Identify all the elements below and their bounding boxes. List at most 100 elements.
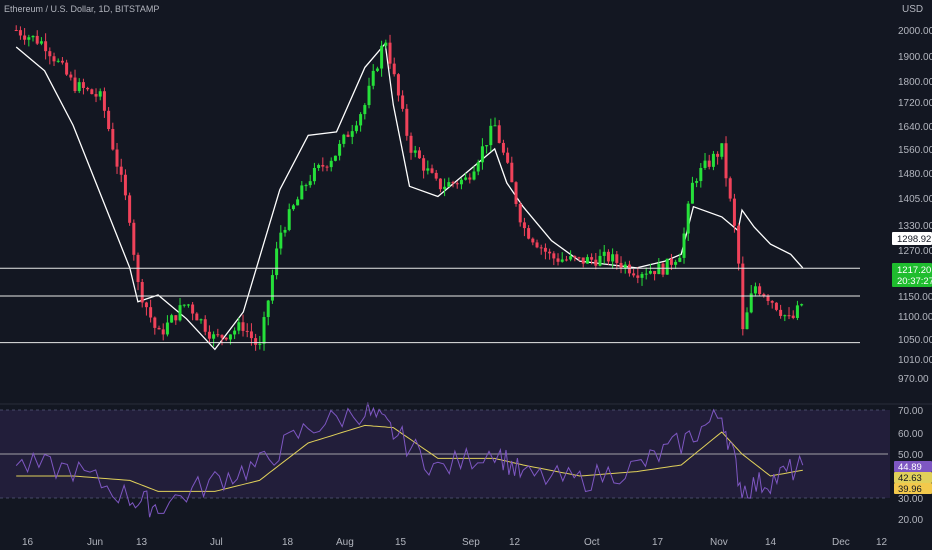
candle[interactable] (405, 104, 409, 141)
candle[interactable] (35, 30, 39, 45)
candle[interactable] (556, 253, 560, 266)
candle[interactable] (199, 318, 203, 324)
candle[interactable] (317, 163, 321, 171)
candle[interactable] (762, 292, 766, 298)
candle[interactable] (564, 255, 568, 262)
candle[interactable] (350, 124, 354, 145)
candle[interactable] (333, 155, 337, 162)
candle[interactable] (548, 248, 552, 260)
candle[interactable] (602, 245, 606, 264)
candle[interactable] (678, 253, 682, 263)
candle[interactable] (220, 334, 224, 346)
candle[interactable] (506, 147, 510, 164)
candle[interactable] (123, 169, 127, 201)
candle[interactable] (682, 227, 686, 264)
candle[interactable] (94, 88, 98, 103)
candle[interactable] (212, 331, 216, 347)
candle[interactable] (270, 269, 274, 304)
candle[interactable] (359, 112, 363, 132)
candle[interactable] (132, 219, 136, 261)
candle[interactable] (434, 169, 438, 181)
candle[interactable] (186, 303, 190, 308)
candle[interactable] (632, 268, 636, 278)
moving-average-line[interactable] (15, 42, 804, 351)
candle[interactable] (409, 132, 413, 160)
candle[interactable] (102, 87, 106, 118)
candle[interactable] (115, 143, 119, 174)
candle[interactable] (640, 271, 644, 286)
candle[interactable] (459, 177, 463, 190)
candle[interactable] (65, 59, 69, 76)
candle[interactable] (594, 253, 598, 270)
candle[interactable] (783, 314, 787, 322)
candle[interactable] (451, 180, 455, 188)
candle[interactable] (636, 267, 640, 284)
candle[interactable] (77, 78, 81, 94)
candle[interactable] (23, 28, 27, 45)
candle[interactable] (476, 159, 480, 176)
candle[interactable] (191, 301, 195, 321)
candle[interactable] (737, 223, 741, 271)
candle[interactable] (669, 253, 673, 271)
candle[interactable] (539, 244, 543, 255)
candle[interactable] (296, 196, 300, 206)
candle[interactable] (342, 133, 346, 148)
candle[interactable] (203, 315, 207, 336)
candle[interactable] (371, 64, 375, 90)
candle[interactable] (707, 154, 711, 170)
candle[interactable] (695, 178, 699, 188)
candle[interactable] (329, 157, 333, 172)
candle[interactable] (153, 316, 157, 335)
candle[interactable] (262, 311, 266, 351)
candle[interactable] (195, 312, 199, 321)
candle[interactable] (207, 325, 211, 343)
candle[interactable] (300, 181, 304, 200)
candle[interactable] (728, 176, 732, 202)
candle[interactable] (791, 310, 795, 320)
candle[interactable] (325, 165, 329, 172)
candle[interactable] (275, 241, 279, 280)
candle[interactable] (472, 166, 476, 181)
candle[interactable] (518, 201, 522, 227)
candle[interactable] (531, 237, 535, 246)
candle[interactable] (753, 282, 757, 297)
candle[interactable] (165, 315, 169, 337)
candle[interactable] (81, 78, 85, 95)
candle[interactable] (216, 328, 220, 338)
candle[interactable] (401, 90, 405, 112)
candle[interactable] (758, 283, 762, 297)
candle[interactable] (699, 163, 703, 188)
candle[interactable] (644, 267, 648, 280)
candle[interactable] (128, 192, 132, 226)
candle[interactable] (745, 307, 749, 330)
candle[interactable] (245, 323, 249, 338)
candle[interactable] (174, 315, 178, 325)
candle[interactable] (770, 300, 774, 309)
candle[interactable] (56, 58, 60, 63)
candle[interactable] (308, 174, 312, 188)
candle[interactable] (279, 225, 283, 255)
candle[interactable] (430, 164, 434, 174)
horizontal-levels[interactable] (0, 267, 860, 344)
candle[interactable] (417, 147, 421, 159)
candle[interactable] (560, 252, 564, 263)
candle[interactable] (178, 297, 182, 322)
candle[interactable] (346, 131, 350, 138)
time-axis[interactable]: 16 Jun 13 Jul 18 Aug 15 Sep 12 Oct 17 No… (22, 537, 888, 548)
candle[interactable] (27, 34, 31, 47)
candle[interactable] (619, 256, 623, 274)
candle[interactable] (623, 261, 627, 274)
candle[interactable] (354, 120, 358, 134)
candle[interactable] (480, 138, 484, 170)
candle[interactable] (665, 258, 669, 275)
candle[interactable] (266, 299, 270, 326)
candle[interactable] (375, 66, 379, 73)
candle[interactable] (464, 173, 468, 181)
candle[interactable] (291, 203, 295, 211)
candle[interactable] (581, 257, 585, 268)
candle[interactable] (111, 122, 115, 151)
candle[interactable] (157, 325, 161, 330)
candle[interactable] (86, 86, 90, 92)
candle[interactable] (787, 307, 791, 320)
candle[interactable] (716, 151, 720, 165)
